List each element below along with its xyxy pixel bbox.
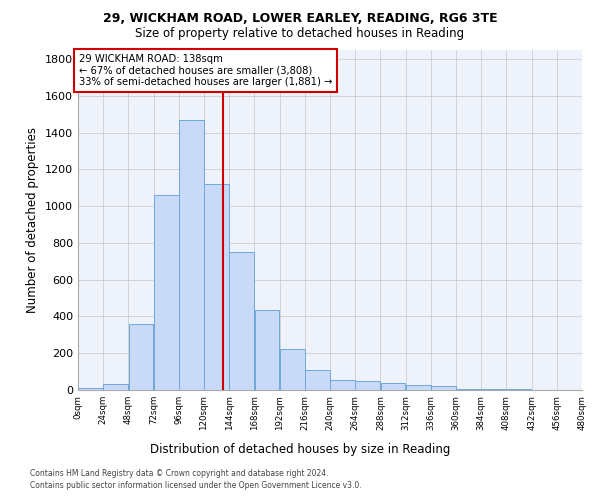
Bar xyxy=(229,252,254,390)
Bar xyxy=(481,389,506,390)
Text: 29 WICKHAM ROAD: 138sqm
← 67% of detached houses are smaller (3,808)
33% of semi: 29 WICKHAM ROAD: 138sqm ← 67% of detache… xyxy=(79,54,332,87)
Bar xyxy=(456,388,481,390)
Text: Size of property relative to detached houses in Reading: Size of property relative to detached ho… xyxy=(136,28,464,40)
Bar xyxy=(103,384,128,390)
Text: Contains public sector information licensed under the Open Government Licence v3: Contains public sector information licen… xyxy=(30,481,362,490)
Bar xyxy=(179,120,204,390)
Bar xyxy=(254,310,280,390)
Bar xyxy=(305,370,330,390)
Bar xyxy=(78,388,103,390)
Bar xyxy=(431,386,456,390)
Y-axis label: Number of detached properties: Number of detached properties xyxy=(26,127,40,313)
Bar xyxy=(406,385,431,390)
Text: Contains HM Land Registry data © Crown copyright and database right 2024.: Contains HM Land Registry data © Crown c… xyxy=(30,468,329,477)
Bar xyxy=(154,195,179,390)
Bar xyxy=(128,324,154,390)
Text: Distribution of detached houses by size in Reading: Distribution of detached houses by size … xyxy=(150,442,450,456)
Bar xyxy=(280,348,305,390)
Bar xyxy=(355,381,380,390)
Bar xyxy=(380,382,406,390)
Text: 29, WICKHAM ROAD, LOWER EARLEY, READING, RG6 3TE: 29, WICKHAM ROAD, LOWER EARLEY, READING,… xyxy=(103,12,497,26)
Bar xyxy=(330,380,355,390)
Bar xyxy=(204,184,229,390)
